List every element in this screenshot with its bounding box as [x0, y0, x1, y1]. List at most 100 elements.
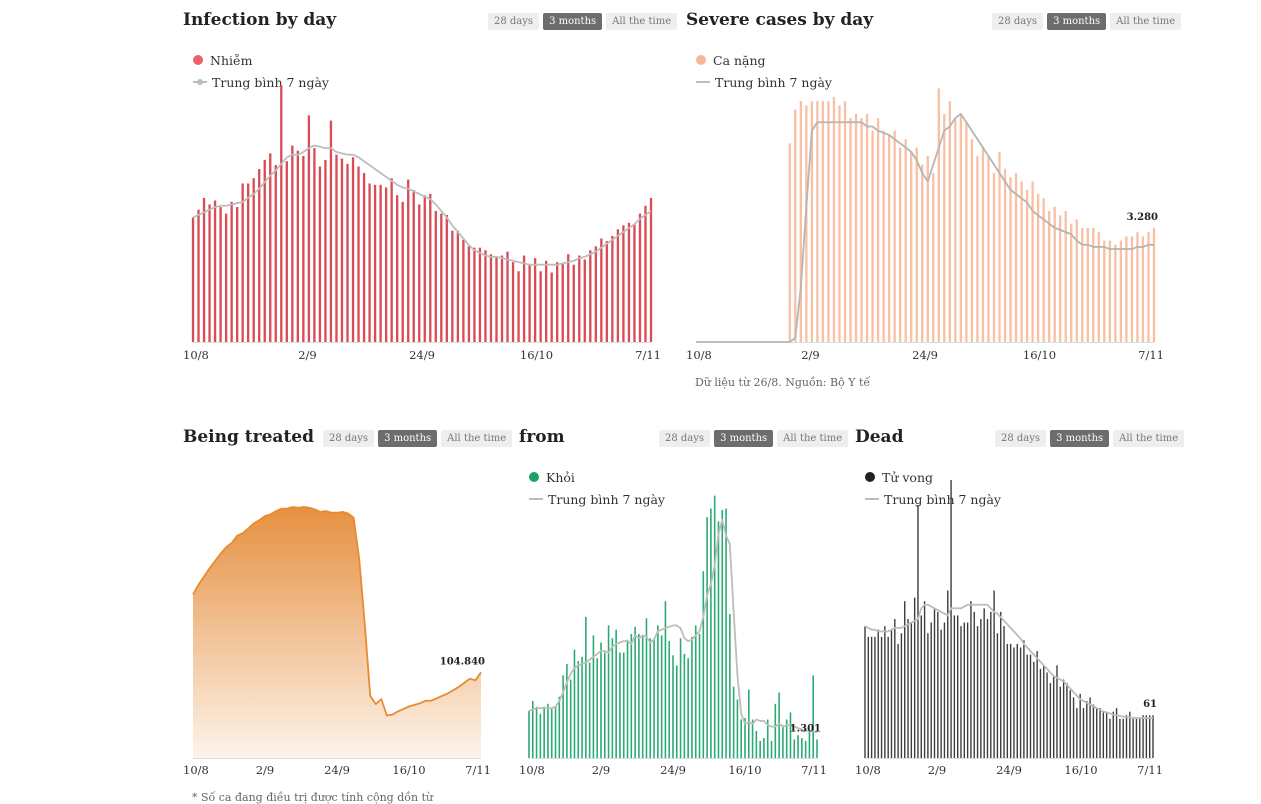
x-tick-label: 7/11	[1138, 348, 1164, 362]
x-tick-label: 24/9	[660, 763, 686, 777]
severe-chart: 3.280 10/8 2/9 24/9 16/10 7/11	[686, 88, 1164, 362]
bar	[668, 641, 670, 758]
tab-3-months[interactable]: 3 months	[714, 430, 774, 447]
bar	[545, 260, 548, 342]
bar	[197, 209, 200, 342]
legend: Nhiễm Trung bình 7 ngày	[193, 49, 329, 93]
bar	[948, 101, 951, 342]
bar	[882, 130, 885, 342]
bar	[1070, 223, 1073, 342]
tab-all-time[interactable]: All the time	[1113, 430, 1185, 447]
tab-28-days[interactable]: 28 days	[323, 430, 375, 447]
bar	[588, 662, 591, 758]
legend-series: Tử vong	[882, 469, 934, 485]
bar	[280, 85, 283, 343]
bar	[1102, 711, 1105, 758]
bar	[407, 179, 410, 342]
bar	[638, 633, 640, 758]
bar	[572, 264, 575, 342]
x-tick-label: 16/10	[728, 763, 761, 777]
bar	[981, 147, 985, 342]
bar	[495, 256, 498, 342]
legend-avg: Trung bình 7 ngày	[884, 491, 1001, 507]
bar	[664, 601, 667, 758]
bar	[797, 735, 799, 758]
tab-28-days[interactable]: 28 days	[995, 430, 1047, 447]
bar	[615, 629, 617, 758]
tab-28-days[interactable]: 28 days	[659, 430, 711, 447]
bar	[849, 118, 852, 342]
bar	[318, 166, 322, 342]
bar	[429, 193, 432, 342]
bar	[1009, 177, 1012, 342]
bar	[511, 262, 515, 342]
tab-3-months[interactable]: 3 months	[378, 430, 438, 447]
bar	[235, 207, 239, 342]
bar	[805, 105, 808, 342]
treated-note: * Số ca đang điều trị được tính cộng dồn…	[192, 791, 434, 804]
bar	[943, 622, 946, 758]
tab-all-time[interactable]: All the time	[1110, 13, 1182, 30]
bar	[717, 521, 720, 758]
bar	[729, 614, 731, 758]
bar	[996, 633, 999, 758]
bar	[478, 247, 482, 342]
series-dot-icon	[529, 472, 539, 482]
area-line	[192, 506, 482, 717]
bar	[390, 178, 393, 342]
bar	[986, 619, 989, 758]
bar	[880, 636, 883, 758]
tab-all-time[interactable]: All the time	[606, 13, 678, 30]
tab-3-months[interactable]: 3 months	[543, 13, 603, 30]
bar	[324, 159, 327, 342]
bar	[1023, 640, 1025, 758]
bar	[653, 638, 655, 758]
avg-line-icon	[865, 498, 879, 500]
tab-all-time[interactable]: All the time	[777, 430, 849, 447]
bar	[230, 201, 233, 342]
tab-28-days[interactable]: 28 days	[992, 13, 1044, 30]
last-value-label: 1.301	[790, 724, 821, 735]
avg-line-icon	[529, 498, 543, 500]
bar	[384, 187, 388, 342]
bar	[1086, 700, 1088, 758]
tab-3-months[interactable]: 3 months	[1050, 430, 1110, 447]
bar	[1009, 643, 1012, 758]
bar	[854, 113, 858, 342]
bar	[932, 172, 935, 342]
bar	[329, 120, 333, 342]
tab-all-time[interactable]: All the time	[441, 430, 513, 447]
x-tick-label: 16/10	[392, 763, 425, 777]
bar	[904, 601, 906, 758]
treated-chart: 104.840 10/8 2/9 24/9 16/10 7/11	[183, 506, 491, 777]
bar	[897, 643, 899, 758]
panel-title: Being treated	[183, 427, 315, 447]
bar	[713, 495, 716, 758]
avg-line-icon	[696, 81, 710, 83]
bar	[373, 184, 377, 342]
x-tick-label: 24/9	[996, 763, 1022, 777]
bar	[622, 652, 625, 758]
bar	[832, 96, 836, 343]
bar	[1025, 189, 1029, 342]
bar	[904, 139, 907, 342]
bar	[1152, 715, 1154, 758]
bar	[1059, 215, 1062, 342]
bar	[638, 213, 642, 342]
bar	[296, 150, 299, 342]
bar	[616, 229, 620, 342]
legend: Tử vong Trung bình 7 ngày	[865, 466, 1001, 510]
bar	[1000, 611, 1002, 758]
bar	[789, 712, 792, 758]
x-tick-label: 2/9	[256, 763, 275, 777]
tab-28-days[interactable]: 28 days	[488, 13, 540, 30]
bar	[561, 263, 564, 342]
bar	[535, 706, 538, 758]
bar	[725, 508, 727, 758]
bar	[679, 638, 682, 758]
bar	[1072, 697, 1075, 758]
bar	[528, 264, 531, 342]
tab-3-months[interactable]: 3 months	[1047, 13, 1107, 30]
bar	[600, 238, 603, 342]
legend-avg: Trung bình 7 ngày	[212, 74, 329, 90]
